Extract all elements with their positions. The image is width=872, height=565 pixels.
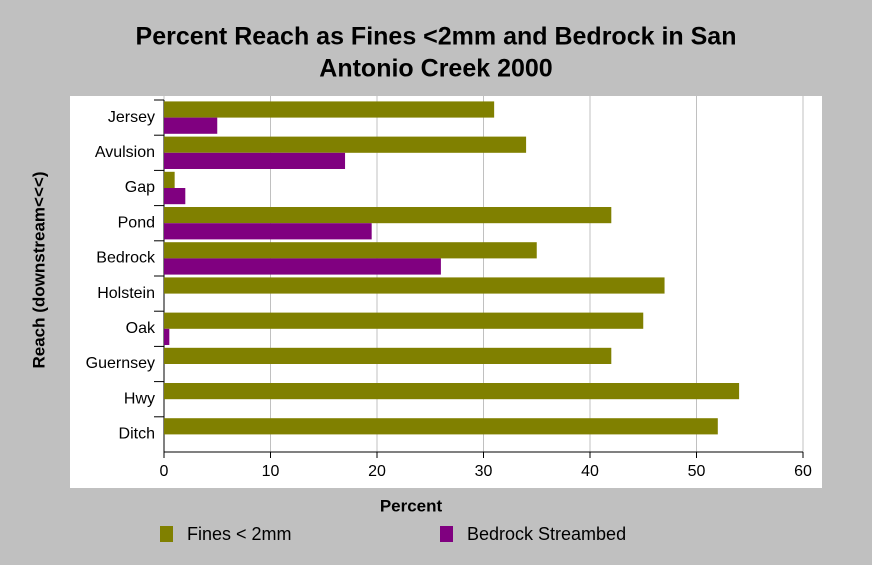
y-tick-label: Avulsion [95, 144, 155, 161]
legend-label: Bedrock Streambed [467, 524, 626, 544]
legend-label: Fines < 2mm [187, 524, 292, 544]
chart-title: Antonio Creek 2000 [319, 55, 552, 83]
bar [164, 312, 644, 329]
y-tick-label: Ditch [119, 426, 155, 443]
y-tick-label: Hwy [124, 390, 155, 407]
y-tick-label: Holstein [97, 285, 155, 302]
y-tick-label: Gap [125, 179, 155, 196]
x-tick-label: 30 [475, 463, 493, 480]
y-tick-label: Guernsey [86, 355, 155, 372]
legend-swatch [160, 526, 173, 542]
bar [164, 101, 495, 118]
x-tick-label: 60 [794, 463, 812, 480]
x-tick-label: 0 [160, 463, 169, 480]
x-tick-label: 20 [368, 463, 386, 480]
y-tick-label: Jersey [108, 109, 155, 126]
x-tick-label: 40 [581, 463, 599, 480]
bar [164, 347, 612, 364]
bar [164, 383, 740, 400]
bar [164, 242, 537, 259]
y-axis-title: Reach (downstream<<<) [29, 172, 48, 369]
bar [164, 207, 612, 224]
bar [164, 418, 718, 435]
bar [164, 258, 441, 275]
x-tick-label: 10 [262, 463, 280, 480]
legend-swatch [440, 526, 453, 542]
x-tick-label: 50 [688, 463, 706, 480]
x-axis-title: Percent [380, 496, 443, 515]
chart-title: Percent Reach as Fines <2mm and Bedrock … [136, 23, 737, 51]
bar [164, 188, 186, 205]
bar [164, 136, 527, 153]
bar [164, 223, 372, 240]
bar [164, 171, 175, 188]
bar [164, 152, 346, 169]
bar [164, 117, 218, 134]
bar [164, 328, 170, 345]
y-tick-label: Pond [118, 214, 155, 231]
y-tick-label: Bedrock [96, 250, 156, 267]
bar [164, 277, 665, 294]
y-tick-label: Oak [126, 320, 156, 337]
